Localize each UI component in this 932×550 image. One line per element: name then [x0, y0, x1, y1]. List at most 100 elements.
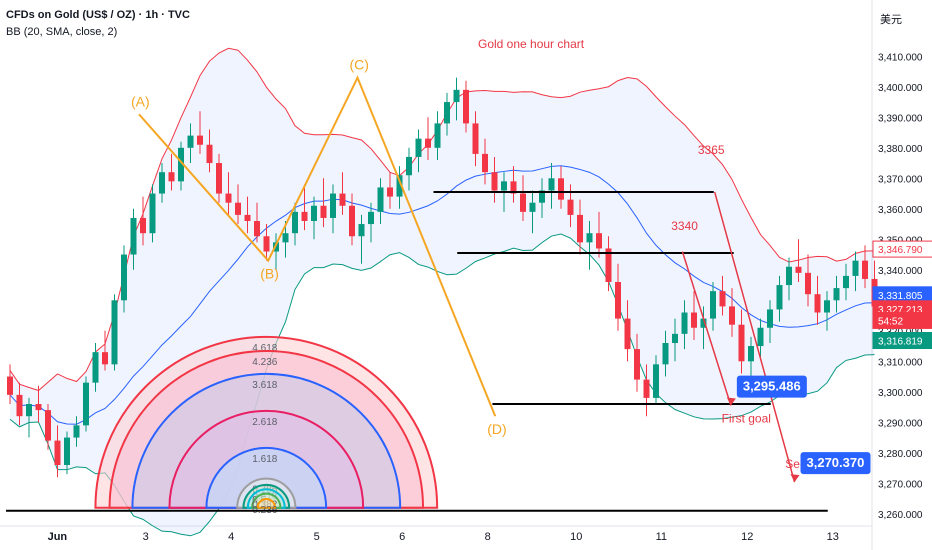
- candle-body: [862, 260, 868, 279]
- y-tick-label: 3,370.000: [878, 174, 923, 185]
- candle-body: [282, 233, 289, 243]
- fib-label-4.236: 4.236: [252, 357, 277, 368]
- candle-body: [662, 343, 669, 365]
- wave-line: [138, 75, 497, 417]
- candle-body: [311, 205, 317, 221]
- y-tick-label: 3,270.000: [878, 479, 923, 490]
- candle-body: [833, 288, 840, 301]
- candle-body: [529, 202, 536, 212]
- price-label: 3,327.213: [878, 305, 923, 316]
- candle-body: [453, 89, 460, 103]
- fib-label-3.618: 3.618: [252, 380, 277, 391]
- projection-arrow: [713, 191, 796, 483]
- bb-basis: [9, 165, 875, 425]
- candle-body: [558, 178, 564, 200]
- chart-title: Gold one hour chart: [478, 37, 585, 51]
- candle-body: [35, 404, 42, 411]
- candle-body: [263, 236, 270, 252]
- candle-body: [691, 312, 697, 328]
- candle-body: [786, 266, 792, 286]
- candle-body: [26, 404, 32, 417]
- price-label: 3,331.805: [878, 291, 923, 302]
- candle-body: [539, 190, 545, 203]
- candle-body: [605, 248, 612, 282]
- x-tick-label: 3: [143, 531, 149, 543]
- indicator-legend: BB (20, SMA, close, 2): [6, 26, 118, 38]
- y-tick-label: 3,390.000: [878, 113, 923, 124]
- candle-body: [653, 364, 659, 398]
- candle-body: [520, 193, 526, 212]
- candle-body: [719, 291, 726, 307]
- wave-label: (A): [131, 93, 150, 109]
- y-tick-label: 3,300.000: [878, 388, 923, 399]
- candle-body: [577, 214, 583, 243]
- price-label-box: [872, 332, 932, 350]
- candle-body: [757, 327, 764, 347]
- candle-body: [197, 135, 203, 145]
- x-tick-label: 11: [656, 531, 667, 543]
- candle-body: [672, 333, 678, 343]
- candle-body: [406, 156, 412, 176]
- x-tick-label: 13: [827, 531, 839, 543]
- price-label-box: [872, 240, 932, 258]
- candle-body: [425, 138, 431, 148]
- x-tick-label: 8: [485, 531, 491, 543]
- price-label: 3,316.819: [878, 337, 923, 348]
- wave-label: (B): [260, 266, 279, 282]
- candle-body: [301, 211, 308, 221]
- target-callout: [736, 375, 807, 398]
- target-callout: [800, 452, 871, 475]
- candle-body: [814, 294, 821, 313]
- candle-body: [377, 187, 384, 212]
- candle-body: [596, 233, 602, 249]
- candle-body: [615, 282, 621, 319]
- candle-body: [320, 205, 327, 218]
- candle-body: [824, 300, 830, 313]
- candle-body: [795, 266, 802, 273]
- candle-body: [776, 285, 783, 310]
- candle-body: [358, 224, 365, 237]
- candle-body: [45, 410, 51, 441]
- candle-body: [149, 193, 156, 234]
- candle-body: [472, 123, 479, 154]
- price-label: 54:52: [878, 316, 903, 327]
- y-tick-label: 3,280.000: [878, 449, 923, 460]
- candle-body: [235, 202, 241, 215]
- candle-body: [244, 214, 251, 221]
- candle-body: [434, 123, 441, 148]
- candle-body: [710, 291, 716, 319]
- y-tick-label: 3,380.000: [878, 144, 923, 155]
- candle-body: [7, 376, 13, 395]
- fib-label-4.618: 4.618: [252, 343, 277, 354]
- candle-body: [206, 144, 213, 164]
- candle-body: [254, 221, 260, 237]
- projection-arrow: [681, 251, 732, 406]
- candle-body: [748, 346, 754, 362]
- candle-body: [73, 425, 80, 438]
- candle-body: [159, 172, 165, 194]
- candle-body: [368, 211, 374, 225]
- x-tick-label: 10: [570, 531, 582, 543]
- candle-body: [178, 147, 184, 182]
- x-tick-label: 12: [741, 531, 753, 543]
- candle-body: [396, 175, 403, 197]
- candle-body: [501, 181, 507, 191]
- bb-upper-band: [9, 47, 875, 392]
- projection-arrowhead: [726, 397, 736, 406]
- target-value: 3,295.486: [743, 379, 801, 394]
- candle-body: [111, 300, 118, 365]
- candle-body: [140, 217, 146, 234]
- x-tick-label: Jun: [48, 531, 68, 543]
- candle-body: [729, 306, 735, 325]
- candle-body: [634, 349, 640, 380]
- candle-body: [92, 352, 99, 383]
- candle-body: [681, 312, 688, 334]
- price-label-box: [872, 311, 932, 329]
- annotation-label: 3340: [671, 219, 698, 233]
- target-value: 3,270.370: [807, 455, 865, 470]
- candle-body: [624, 318, 631, 350]
- candle-body: [843, 275, 849, 289]
- candle-body: [292, 211, 298, 234]
